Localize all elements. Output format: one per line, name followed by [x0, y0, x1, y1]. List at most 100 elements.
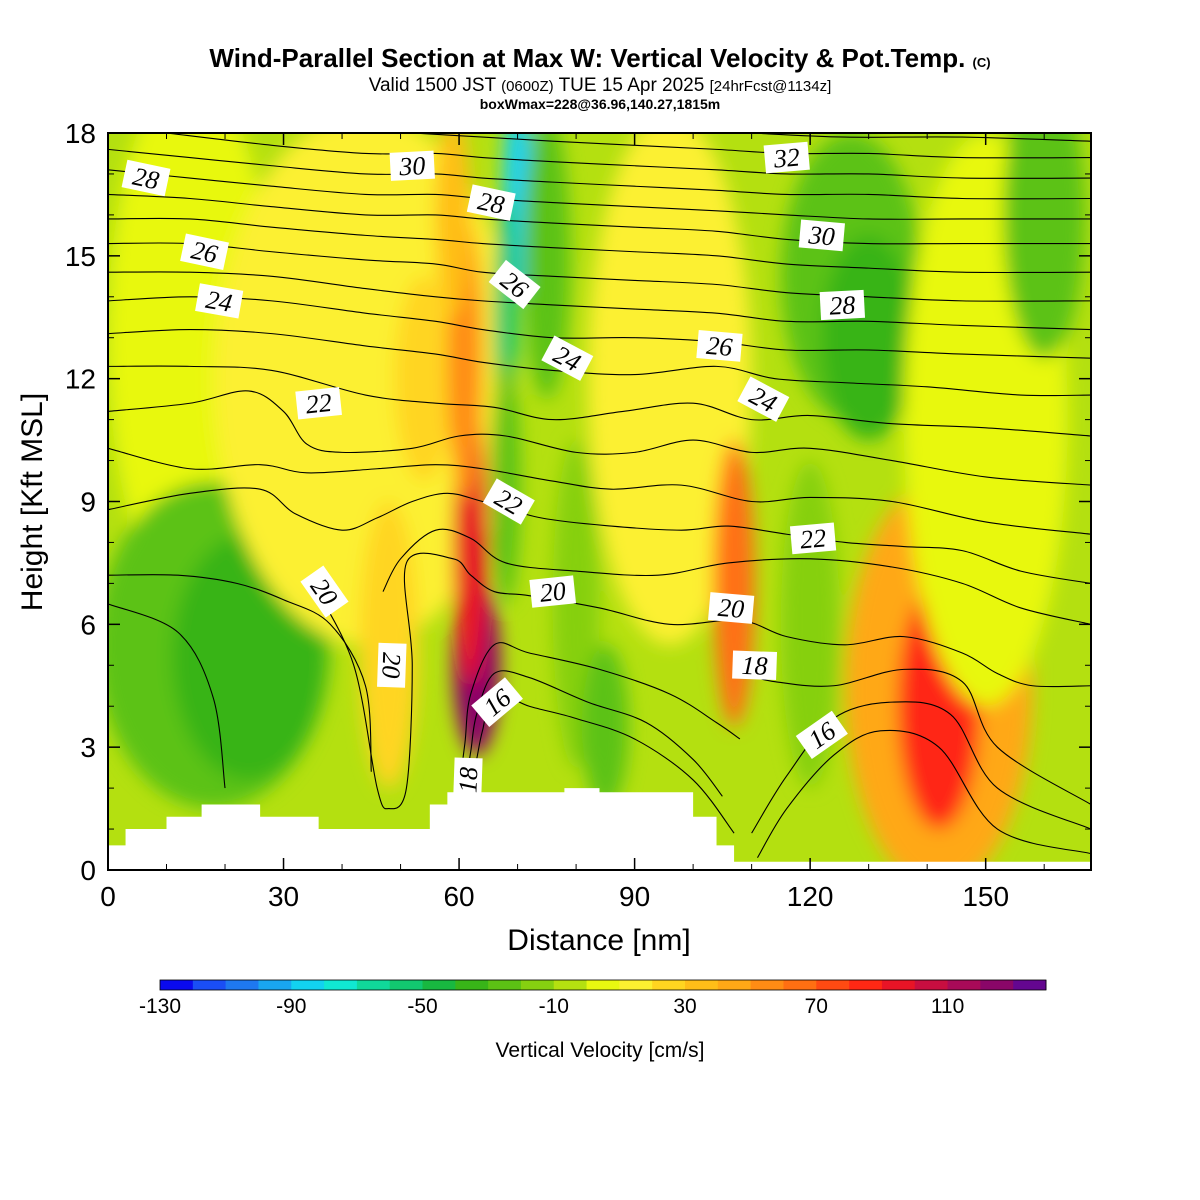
- contour-label-box: [789, 522, 837, 555]
- theta-contour-line: [108, 271, 1091, 331]
- contour-label-text: 20: [376, 652, 406, 679]
- contour-label-text: 18: [453, 766, 483, 793]
- colorbar-swatch: [750, 980, 784, 990]
- box-wmax-info: boxWmax=228@36.96,140.27,1815m: [479, 96, 721, 112]
- contour-label: 28: [466, 184, 516, 221]
- theta-contour-line: [751, 701, 1091, 834]
- contour-label-text: 20: [538, 576, 567, 608]
- terrain: [108, 788, 1091, 870]
- theta-contour-line: [108, 487, 1091, 584]
- contour-label-box: [541, 335, 594, 381]
- contour-label-text: 28: [829, 290, 856, 320]
- contour-label-text: 28: [130, 162, 161, 196]
- colorbar-swatch: [422, 980, 456, 990]
- colorbar-swatch: [324, 980, 358, 990]
- velocity-cell: [523, 133, 571, 400]
- contour-label-box: [377, 642, 407, 688]
- theta-contour-line: [312, 552, 1091, 810]
- colorbar-swatch: [389, 980, 424, 990]
- theta-contour-line: [108, 328, 1091, 397]
- contour-label-text: 22: [304, 388, 333, 420]
- contour-label-box: [180, 233, 229, 271]
- colorbar-swatch: [914, 980, 949, 990]
- contour-label-text: 26: [705, 331, 733, 362]
- colorbar-swatch: [160, 980, 194, 990]
- y-tick-label: 6: [80, 609, 96, 640]
- colorbar-swatch: [816, 980, 850, 990]
- colorbar-swatch: [619, 980, 653, 990]
- y-tick-label: 3: [80, 732, 96, 763]
- theta-contours: [108, 133, 1091, 858]
- y-tick-label: 15: [65, 241, 96, 272]
- colorbar-swatch: [717, 980, 752, 990]
- colorbar-swatch: [685, 980, 719, 990]
- contour-label: 20: [529, 575, 577, 608]
- x-tick-label: 0: [100, 881, 116, 912]
- contour-label-box: [295, 387, 342, 420]
- forecast-info: [24hrFcst@1134z]: [709, 78, 832, 95]
- theta-contour-line: [108, 603, 226, 789]
- colorbar-swatch: [192, 980, 227, 990]
- contour-label-box: [466, 184, 516, 221]
- contour-label-text: 32: [772, 142, 801, 173]
- colorbar-swatch: [849, 980, 883, 990]
- contour-label: 20: [300, 565, 349, 618]
- colorbar: -130 -90 -50 -10 30 70 110: [139, 979, 1047, 1018]
- contour-label: 18: [453, 757, 483, 803]
- theta-contour-line: [412, 133, 1091, 159]
- contour-label-text: 26: [189, 235, 220, 269]
- contour-label-box: [732, 650, 778, 681]
- contour-label: 24: [195, 283, 244, 319]
- copyright-mark: (C): [972, 55, 991, 70]
- contour-label: 26: [696, 330, 743, 362]
- contour-label-box: [795, 710, 848, 759]
- theta-contour-line: [108, 574, 372, 772]
- theta-contour-line: [108, 217, 1091, 274]
- colorbar-swatch: [553, 980, 588, 990]
- contour-label: 20: [376, 642, 407, 688]
- contour-label-text: 20: [717, 593, 745, 624]
- x-tick-label: 90: [619, 881, 650, 912]
- contour-label-box: [737, 376, 790, 422]
- colorbar-tick-label: -50: [407, 995, 437, 1018]
- colorbar-tick-label: 30: [673, 995, 696, 1018]
- contour-label-text: 28: [475, 186, 506, 220]
- colorbar-swatch: [291, 980, 325, 990]
- theta-contour-line: [108, 296, 1091, 359]
- contour-label-box: [696, 330, 743, 362]
- colorbar-swatch: [225, 980, 259, 990]
- theta-contour-line: [108, 447, 1091, 535]
- theta-contour-line: [108, 242, 1091, 302]
- y-tick-label: 18: [65, 118, 96, 149]
- theta-contour-line: [757, 729, 1091, 858]
- velocity-cell: [1003, 133, 1086, 359]
- colorbar-tick-label: -130: [139, 995, 181, 1018]
- contour-label: 30: [798, 219, 845, 251]
- theta-contour-line: [470, 692, 735, 834]
- velocity-cell: [491, 358, 521, 604]
- contour-label-box: [121, 159, 171, 197]
- velocity-cell: [394, 276, 454, 482]
- velocity-cell: [435, 133, 471, 318]
- contour-label: 28: [819, 289, 866, 321]
- colorbar-swatch: [356, 980, 391, 990]
- x-tick-label: 120: [787, 881, 834, 912]
- contour-label-box: [488, 259, 541, 310]
- colorbar-swatch: [586, 980, 620, 990]
- contour-label: 22: [295, 387, 342, 420]
- y-tick-label: 12: [65, 364, 96, 395]
- colorbar-tick-label: 110: [931, 995, 964, 1018]
- colorbar-label: Vertical Velocity [cm/s]: [496, 1039, 705, 1062]
- contour-label-box: [389, 150, 435, 181]
- colorbar-swatch: [1013, 980, 1047, 990]
- y-tick-label: 9: [80, 487, 96, 518]
- colorbar-tick-label: -10: [539, 995, 569, 1018]
- contour-label-text: 30: [807, 220, 836, 251]
- contour-label: 30: [389, 150, 435, 181]
- theta-contour-line: [108, 193, 1091, 245]
- theta-contour-line: [108, 390, 1091, 486]
- theta-contour-line: [108, 365, 1091, 437]
- contour-label-text: 18: [741, 651, 768, 681]
- chart-title: Wind-Parallel Section at Max W: Vertical…: [0, 44, 1200, 77]
